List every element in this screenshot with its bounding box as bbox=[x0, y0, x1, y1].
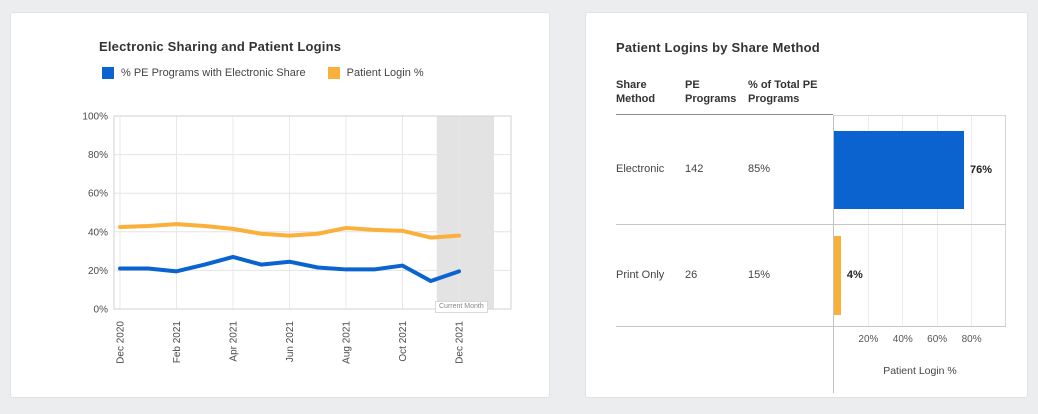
legend-swatch-blue bbox=[102, 67, 114, 79]
axis-cell: Patient Login % 20% 40% 60% 80% bbox=[833, 326, 1006, 393]
line-chart-svg: 0% 20% 40% 60% 80% 100% Dec 2020 Feb 2021 Apr 20… bbox=[82, 112, 512, 364]
bar-label-print-only: 4% bbox=[846, 269, 863, 282]
x-tick-label: Oct 2021 bbox=[398, 321, 409, 362]
x-tick-label: Apr 2021 bbox=[229, 321, 240, 362]
bar-grid-line bbox=[868, 224, 870, 326]
plot-frame bbox=[113, 115, 512, 310]
bar-chart-title: Patient Logins by Share Method bbox=[616, 40, 820, 55]
table-header-row: Share Method PE Programs % of Total PE P… bbox=[616, 78, 833, 115]
electronic-sharing-card: Electronic Sharing and Patient Logins % … bbox=[10, 12, 550, 398]
bar-grid-line bbox=[970, 224, 972, 326]
row-electronic-cells: Electronic 142 85% bbox=[616, 115, 833, 224]
y-tick-label: 40% bbox=[88, 227, 108, 238]
bar-plot-cell-electronic: 76% bbox=[833, 114, 1006, 224]
x-tick-label: Aug 2021 bbox=[342, 321, 353, 364]
y-tick-label: 80% bbox=[88, 150, 108, 161]
share-method-table: Share Method PE Programs % of Total PE P… bbox=[616, 78, 1006, 393]
y-tick-label: 20% bbox=[88, 266, 108, 277]
table-row-print-only: Print Only 26 15% 4% bbox=[616, 224, 1006, 327]
bar-grid-line bbox=[902, 224, 904, 326]
cell-pct-total: 15% bbox=[748, 269, 771, 282]
share-method-card: Patient Logins by Share Method Share Met… bbox=[585, 12, 1028, 398]
cell-pe-programs: 142 bbox=[685, 163, 704, 176]
x-tick-label: Feb 2021 bbox=[172, 321, 183, 364]
legend-label-electronic-share: % PE Programs with Electronic Share bbox=[121, 67, 306, 79]
legend-item-electronic-share[interactable]: % PE Programs with Electronic Share bbox=[102, 67, 306, 79]
cell-pct-total: 85% bbox=[748, 163, 771, 176]
header-share-method: Share Method bbox=[616, 79, 656, 106]
current-month-annotation: Current Month bbox=[435, 301, 488, 314]
bar-grid-line bbox=[936, 224, 938, 326]
y-tick-label: 60% bbox=[88, 189, 108, 200]
legend-label-patient-login: Patient Login % bbox=[346, 67, 424, 79]
current-month-band bbox=[436, 116, 494, 309]
x-axis-tick-label: 80% bbox=[961, 333, 982, 345]
x-axis-tick-label: 40% bbox=[892, 333, 913, 345]
series-line-patient-login bbox=[118, 222, 461, 240]
line-chart-legend: % PE Programs with Electronic Share Pati… bbox=[102, 67, 549, 79]
x-axis-tick-label: 60% bbox=[927, 333, 948, 345]
row-print-cells: Print Only 26 15% bbox=[616, 225, 833, 326]
y-tick-label: 100% bbox=[82, 112, 108, 123]
axis-spacer bbox=[616, 327, 833, 393]
header-pct-total: % of Total PE Programs bbox=[748, 79, 818, 106]
x-tick-label: Dec 2021 bbox=[455, 321, 466, 364]
cell-share-method: Electronic bbox=[616, 163, 665, 176]
y-tick-label: 0% bbox=[94, 305, 109, 316]
legend-item-patient-login[interactable]: Patient Login % bbox=[327, 67, 424, 79]
bar-label-electronic: 76% bbox=[969, 163, 992, 176]
bar-plot-cell-print-only: 4% bbox=[833, 224, 1006, 326]
line-chart-plot-area[interactable]: 0% 20% 40% 60% 80% 100% Dec 2020 Feb 2021 Apr 20… bbox=[11, 90, 551, 396]
cell-share-method: Print Only bbox=[616, 269, 665, 282]
bar-print-only[interactable] bbox=[834, 235, 841, 315]
bar-grid-line bbox=[970, 115, 972, 224]
legend-swatch-orange bbox=[327, 67, 340, 79]
line-chart-title: Electronic Sharing and Patient Logins bbox=[99, 39, 342, 54]
x-axis-title: Patient Login % bbox=[883, 364, 957, 377]
x-axis-tick-label: 20% bbox=[858, 333, 879, 345]
cell-pe-programs: 26 bbox=[685, 269, 698, 282]
header-pe-programs: PE Programs bbox=[685, 79, 737, 106]
table-row-electronic: Electronic 142 85% 76% bbox=[616, 114, 1006, 225]
bar-electronic[interactable] bbox=[834, 130, 964, 209]
bar-chart-x-axis: Patient Login % 20% 40% 60% 80% bbox=[616, 326, 1006, 393]
series-line-electronic-share bbox=[118, 254, 461, 284]
x-tick-label: Jun 2021 bbox=[285, 321, 296, 363]
x-tick-label: Dec 2020 bbox=[116, 321, 127, 364]
